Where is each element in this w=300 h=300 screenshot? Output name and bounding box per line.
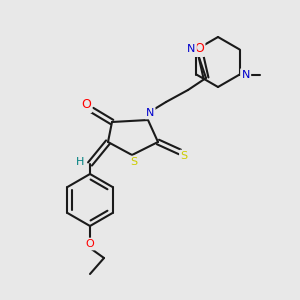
Text: N: N [146,108,154,118]
Text: N: N [187,44,196,55]
Text: N: N [242,70,250,80]
Text: O: O [81,98,91,112]
Text: S: S [180,151,188,161]
Text: O: O [194,43,204,56]
Text: S: S [130,157,138,167]
Text: H: H [76,157,84,167]
Text: O: O [85,239,94,249]
